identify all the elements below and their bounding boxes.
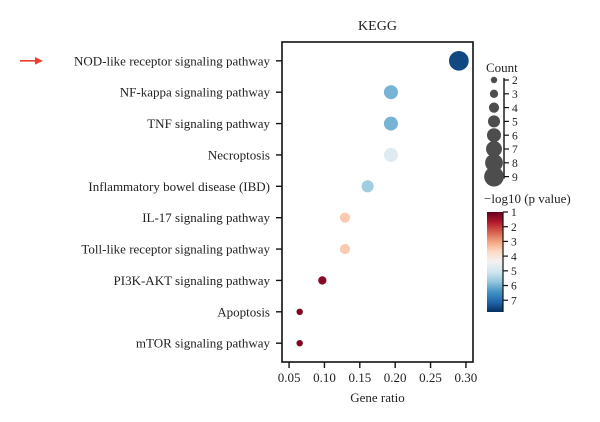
data-point (339, 243, 351, 255)
size-legend-label: 5 (512, 117, 518, 129)
category-label: NF-kappa signaling pathway (120, 85, 271, 100)
color-bar-label: 7 (511, 295, 517, 307)
color-bar-label: 5 (511, 266, 517, 278)
category-label: IL-17 signaling pathway (142, 210, 270, 225)
highlight-arrow-icon (20, 57, 43, 65)
category-label: TNF signaling pathway (147, 116, 270, 131)
size-legend-label: 9 (512, 172, 518, 184)
data-point (449, 50, 469, 71)
x-tick-label: 0.15 (348, 370, 371, 385)
color-bar-label: 6 (511, 281, 517, 293)
size-legend-marker (490, 76, 498, 84)
category-label: mTOR signaling pathway (136, 336, 271, 351)
data-point (318, 276, 327, 285)
color-legend: −log10 (p value)1 2 3 4 5 6 7 (484, 191, 571, 312)
chart-title: KEGG (358, 19, 397, 34)
data-point (383, 85, 398, 100)
size-legend-label: 6 (512, 130, 518, 142)
size-legend-marker (487, 115, 501, 128)
color-bar-label: 4 (511, 251, 517, 263)
data-point (383, 147, 398, 162)
color-bar-label: 1 (511, 207, 517, 219)
x-tick-label: 0.30 (455, 370, 478, 385)
size-legend-marker (484, 166, 504, 187)
size-legend-label: 2 (512, 75, 518, 87)
size-legend-marker (485, 153, 503, 172)
color-bar (487, 212, 503, 312)
size-legend-marker (487, 128, 501, 143)
size-legend-label: 4 (512, 103, 518, 115)
x-tick-label: 0.25 (419, 370, 442, 385)
size-legend-label: 7 (512, 144, 518, 156)
data-point (296, 339, 303, 347)
data-point (296, 308, 303, 316)
size-legend-label: 8 (512, 158, 518, 170)
x-tick-label: 0.10 (313, 370, 336, 385)
size-legend-title: Count (486, 60, 518, 75)
size-legend-marker (489, 89, 499, 98)
x-tick-label: 0.05 (278, 370, 301, 385)
size-legend-marker (488, 102, 500, 113)
category-label: NOD-like receptor signaling pathway (74, 53, 271, 68)
x-tick-label: 0.20 (384, 370, 407, 385)
category-label: Necroptosis (208, 147, 270, 162)
data-point (339, 212, 351, 223)
category-label: PI3K-AKT signaling pathway (114, 273, 271, 288)
x-axis-title: Gene ratio (350, 390, 405, 405)
size-legend-marker (486, 141, 502, 157)
color-bar-label: 3 (511, 237, 517, 249)
size-legend-label: 3 (512, 89, 518, 101)
plot-frame (281, 41, 474, 363)
category-label: Inflammatory bowel disease (IBD) (88, 179, 270, 194)
data-point (383, 116, 398, 131)
data-point (361, 180, 374, 193)
category-label: Toll-like receptor signaling pathway (81, 242, 270, 257)
color-bar-label: 2 (511, 222, 517, 234)
category-label: Apoptosis (217, 304, 270, 319)
color-legend-title: −log10 (p value) (484, 191, 571, 206)
